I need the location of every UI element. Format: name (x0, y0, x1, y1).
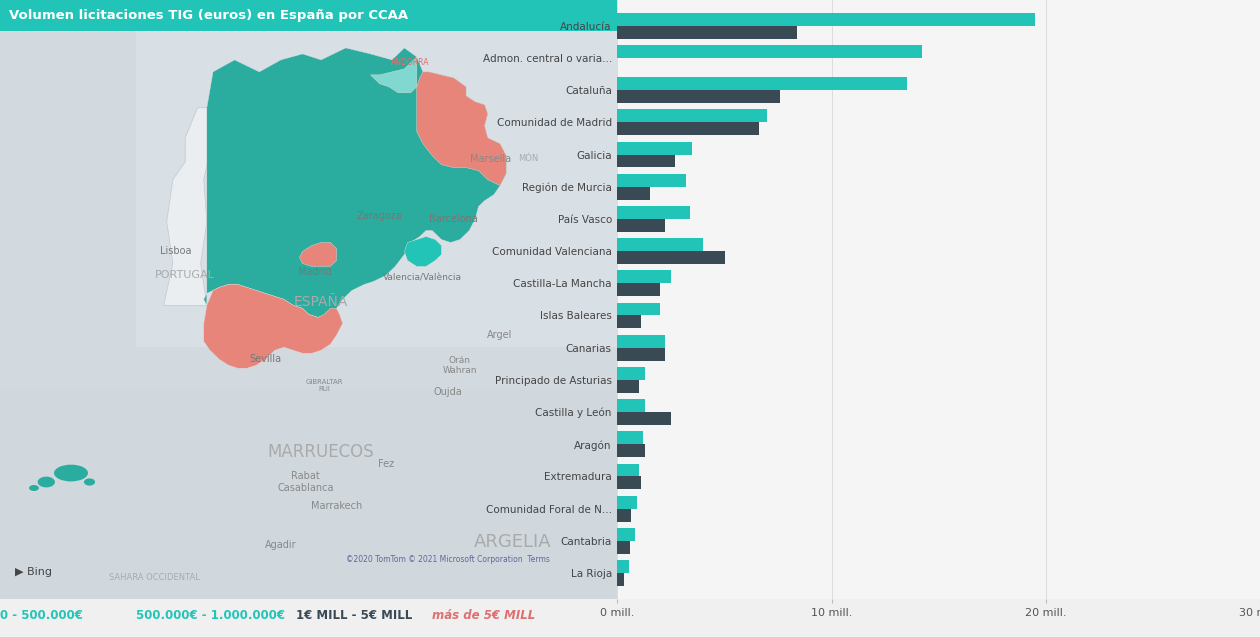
Text: GIBRALTAR
RUI: GIBRALTAR RUI (305, 378, 343, 392)
Bar (617, 141, 693, 155)
Bar (617, 110, 767, 122)
Text: Madrid: Madrid (299, 268, 331, 278)
Ellipse shape (84, 478, 94, 485)
Bar (617, 45, 921, 58)
Ellipse shape (38, 476, 55, 487)
Text: Valencia/València: Valencia/València (383, 274, 462, 283)
Bar (617, 412, 670, 425)
Bar (617, 348, 664, 361)
Bar (617, 219, 664, 232)
Text: MÓN: MÓN (518, 154, 538, 163)
Text: Agadir: Agadir (265, 540, 296, 550)
Text: PORTUGAL: PORTUGAL (155, 271, 215, 280)
Polygon shape (164, 108, 213, 305)
Bar (617, 496, 636, 508)
Bar (617, 155, 675, 168)
Text: ©2020 TomTom © 2021 Microsoft Corporation  Terms: ©2020 TomTom © 2021 Microsoft Corporatio… (345, 555, 549, 564)
Polygon shape (300, 243, 336, 266)
Text: Lisboa: Lisboa (160, 247, 192, 257)
Polygon shape (204, 284, 343, 368)
Text: Rabat
Casablanca: Rabat Casablanca (277, 471, 334, 493)
Bar (617, 77, 906, 90)
Bar (617, 380, 639, 393)
Text: Zaragoza: Zaragoza (357, 211, 402, 220)
Polygon shape (370, 57, 417, 93)
Polygon shape (136, 0, 617, 347)
Bar (617, 187, 650, 199)
Bar (617, 303, 660, 315)
Polygon shape (417, 72, 507, 185)
Bar (617, 464, 639, 476)
Text: ▶ Bing: ▶ Bing (15, 567, 53, 577)
Bar (617, 13, 1036, 25)
Bar (617, 206, 690, 219)
Text: Barcelona: Barcelona (430, 213, 478, 224)
Polygon shape (0, 389, 617, 599)
Polygon shape (204, 48, 507, 317)
Bar (617, 431, 643, 444)
Text: 1€ MILL - 5€ MILL: 1€ MILL - 5€ MILL (296, 610, 412, 622)
Text: ESPAÑA: ESPAÑA (294, 296, 348, 310)
Bar (617, 174, 685, 187)
Bar (617, 90, 780, 103)
Bar (617, 251, 724, 264)
Text: Argel: Argel (488, 331, 513, 340)
Text: MARRUECOS: MARRUECOS (267, 443, 374, 461)
Text: Sevilla: Sevilla (249, 354, 281, 364)
Bar (617, 476, 641, 489)
Bar (617, 25, 798, 39)
Bar (617, 271, 670, 283)
Ellipse shape (29, 485, 39, 491)
Text: 0 - 500.000€: 0 - 500.000€ (0, 610, 83, 622)
Bar (617, 444, 645, 457)
Text: Orán
Wahran: Orán Wahran (442, 355, 478, 375)
Bar (617, 528, 635, 541)
Bar (617, 399, 645, 412)
Text: ARGELIA: ARGELIA (474, 533, 552, 551)
Bar (617, 573, 624, 586)
Text: 500.000€ - 1.000.000€: 500.000€ - 1.000.000€ (136, 610, 285, 622)
Bar (617, 508, 631, 522)
Bar (617, 367, 645, 380)
Text: ANDORRA: ANDORRA (392, 59, 430, 68)
Text: más de 5€ MILL: más de 5€ MILL (432, 610, 536, 622)
Bar (617, 238, 703, 251)
Bar (617, 315, 641, 328)
Bar (617, 335, 664, 348)
Text: Marrakech: Marrakech (311, 501, 362, 511)
Bar (617, 283, 660, 296)
Text: Oujda: Oujda (433, 387, 462, 397)
Bar (617, 541, 630, 554)
FancyBboxPatch shape (0, 0, 617, 31)
Bar (617, 560, 629, 573)
Text: Marsella: Marsella (470, 154, 512, 164)
Ellipse shape (54, 464, 88, 482)
Polygon shape (404, 236, 441, 266)
Bar (617, 122, 759, 135)
Text: Fez: Fez (378, 459, 394, 469)
Text: SAHARA OCCIDENTAL: SAHARA OCCIDENTAL (108, 573, 200, 582)
Text: Volumen licitaciones TIG (euros) en España por CCAA: Volumen licitaciones TIG (euros) en Espa… (9, 9, 408, 22)
